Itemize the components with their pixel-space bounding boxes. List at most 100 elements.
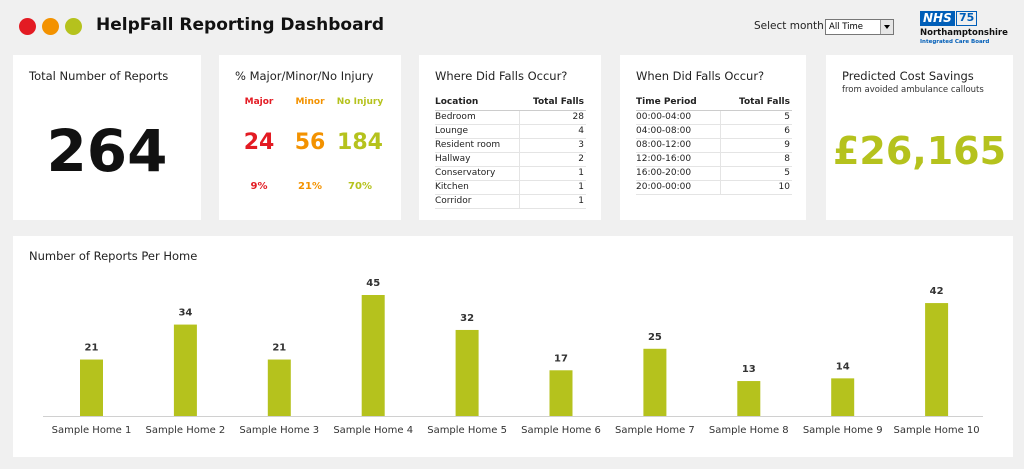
table-row: 04:00-08:00 6: [636, 124, 792, 139]
table-row: Kitchen 1: [435, 180, 586, 195]
table-row: Bedroom 28: [435, 110, 586, 125]
location-cell: Corridor: [435, 194, 520, 209]
nhs-logo-mark: NHS: [920, 11, 955, 26]
location-table: Location Total Falls Bedroom 28 Lounge 4 R…: [435, 96, 586, 209]
falls-cell: 5: [720, 110, 792, 125]
red-circle-icon: [19, 18, 36, 35]
column-header: Total Falls: [519, 96, 586, 111]
bar[interactable]: [831, 378, 855, 416]
falls-cell: 1: [519, 180, 586, 195]
minor-label: Minor: [295, 97, 325, 107]
major-label: Major: [244, 97, 274, 107]
no-injury-count: 184: [337, 130, 383, 155]
cost-savings-title: Predicted Cost Savings: [842, 69, 974, 83]
major-count: 24: [243, 130, 275, 155]
cost-savings-subtitle: from avoided ambulance callouts: [842, 85, 984, 95]
falls-cell: 9: [720, 138, 792, 153]
total-reports-card: Total Number of Reports 264: [13, 55, 201, 220]
time-title: When Did Falls Occur?: [636, 69, 765, 83]
orange-circle-icon: [42, 18, 59, 35]
table-row: Corridor 1: [435, 194, 586, 209]
column-header: Location: [435, 96, 520, 111]
time-cell: 04:00-08:00: [636, 124, 721, 139]
location-cell: Conservatory: [435, 166, 520, 181]
no-injury-label: No Injury: [336, 97, 384, 107]
data-label: 17: [554, 353, 568, 364]
data-label: 34: [178, 308, 192, 319]
nhs-logo-number: 75: [956, 11, 978, 26]
location-card: Where Did Falls Occur? Location Total Fa…: [419, 55, 601, 220]
falls-cell: 1: [519, 194, 586, 209]
time-cell: 08:00-12:00: [636, 138, 721, 153]
page-title: HelpFall Reporting Dashboard: [96, 15, 385, 35]
nhs-logo: NHS 75 Northamptonshire Integrated Care …: [918, 11, 1018, 47]
minor-percent: 21%: [298, 181, 322, 192]
green-circle-icon: [65, 18, 82, 35]
column-header: Time Period: [636, 96, 721, 111]
total-reports-value: 264: [46, 117, 168, 185]
column-header: Total Falls: [720, 96, 792, 111]
time-cell: 16:00-20:00: [636, 166, 721, 181]
location-title: Where Did Falls Occur?: [435, 69, 568, 83]
table-header-row: Location Total Falls: [435, 96, 586, 111]
bar[interactable]: [80, 359, 103, 416]
major-percent: 9%: [250, 181, 268, 192]
data-label: 21: [85, 343, 99, 354]
location-cell: Resident room: [435, 138, 520, 153]
falls-cell: 28: [519, 110, 586, 125]
bar[interactable]: [455, 329, 479, 416]
no-injury-percent: 70%: [348, 181, 372, 192]
data-label: 14: [836, 361, 850, 372]
table-row: 00:00-04:00 5: [636, 110, 792, 125]
bar[interactable]: [549, 370, 573, 416]
location-cell: Bedroom: [435, 110, 520, 125]
falls-cell: 3: [519, 138, 586, 153]
time-cell: 20:00-00:00: [636, 180, 721, 195]
bar[interactable]: [925, 303, 949, 416]
reports-per-home-card: Number of Reports Per Home 21 Sample Home…: [13, 236, 1013, 457]
injury-title: % Major/Minor/No Injury: [235, 69, 374, 83]
bar[interactable]: [737, 381, 761, 416]
cost-savings-value: £26,165: [832, 129, 1007, 173]
bar[interactable]: [267, 359, 291, 416]
location-cell: Hallway: [435, 152, 520, 167]
falls-cell: 4: [519, 124, 586, 139]
injury-card: % Major/Minor/No Injury Major Minor No I…: [219, 55, 401, 220]
time-cell: 00:00-04:00: [636, 110, 721, 125]
nhs-logo-org: Northamptonshire: [920, 28, 1008, 38]
location-cell: Kitchen: [435, 180, 520, 195]
total-reports-title: Total Number of Reports: [29, 69, 169, 83]
x-tick-label: Sample Home 3: [239, 425, 319, 436]
table-row: 16:00-20:00 5: [636, 166, 792, 181]
table-row: Lounge 4: [435, 124, 586, 139]
month-select-value: All Time: [829, 22, 864, 32]
bar[interactable]: [643, 348, 667, 416]
bar[interactable]: [361, 295, 385, 416]
x-tick-label: Sample Home 6: [521, 425, 601, 436]
falls-cell: 10: [720, 180, 792, 195]
time-cell: 12:00-16:00: [636, 152, 721, 167]
header: HelpFall Reporting Dashboard Select mont…: [0, 0, 1024, 52]
table-header-row: Time Period Total Falls: [636, 96, 792, 111]
month-select-label: Select month:: [754, 20, 828, 32]
table-row: Resident room 3: [435, 138, 586, 153]
month-select[interactable]: All Time: [825, 19, 894, 35]
time-table: Time Period Total Falls 00:00-04:00 5 04:…: [636, 96, 792, 195]
bar[interactable]: [173, 324, 197, 416]
time-card: When Did Falls Occur? Time Period Total …: [620, 55, 806, 220]
falls-cell: 1: [519, 166, 586, 181]
table-row: 08:00-12:00 9: [636, 138, 792, 153]
x-tick-label: Sample Home 5: [427, 425, 507, 436]
table-row: 20:00-00:00 10: [636, 180, 792, 195]
x-tick-label: Sample Home 1: [52, 425, 132, 436]
nhs-logo-sub: Integrated Care Board: [920, 39, 990, 45]
chevron-down-icon[interactable]: [880, 20, 893, 34]
table-row: Hallway 2: [435, 152, 586, 167]
data-label: 13: [742, 364, 756, 375]
table-row: 12:00-16:00 8: [636, 152, 792, 167]
chart-title: Number of Reports Per Home: [29, 249, 198, 263]
falls-cell: 8: [720, 152, 792, 167]
x-tick-label: Sample Home 7: [615, 425, 695, 436]
cost-savings-card: Predicted Cost Savings from avoided ambu…: [826, 55, 1013, 220]
data-label: 45: [366, 278, 380, 289]
